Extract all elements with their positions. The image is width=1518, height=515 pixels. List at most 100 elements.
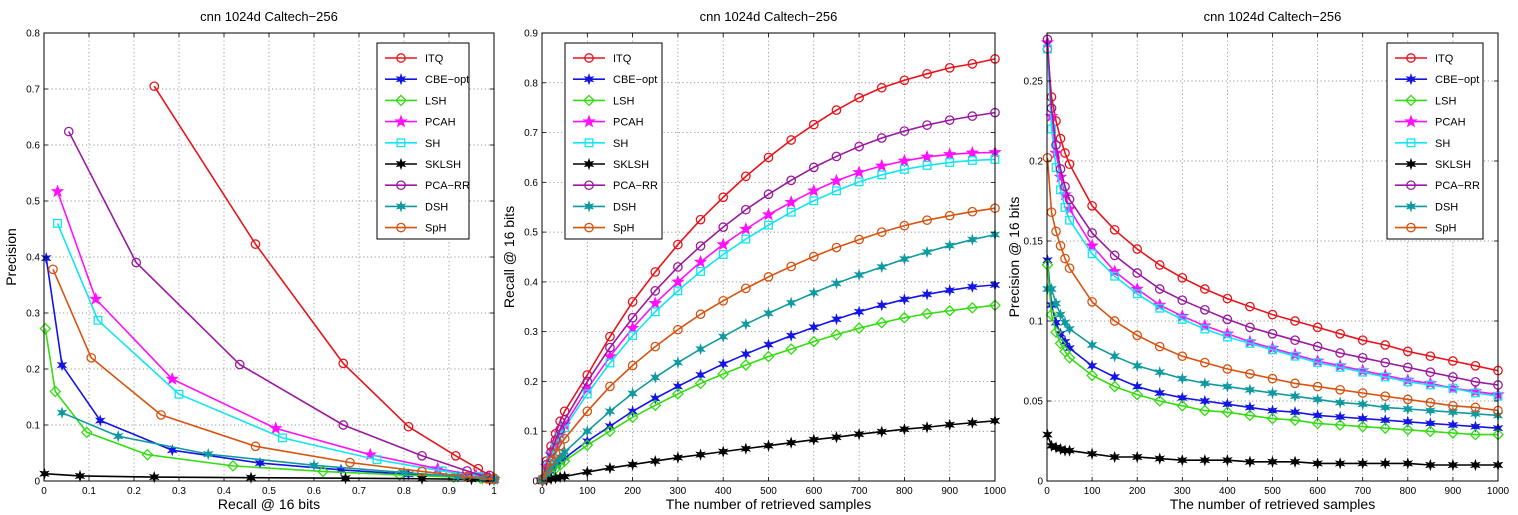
- y-tick-label: 0.2: [1029, 157, 1043, 168]
- data-point: [1334, 419, 1347, 431]
- y-tick-label: 0.05: [1024, 397, 1044, 408]
- data-point: [944, 284, 956, 297]
- x-tick-label: 0: [41, 486, 47, 497]
- series-sh: [1043, 44, 1503, 401]
- legend-marker: [584, 222, 594, 233]
- x-tick-label: 100: [1084, 486, 1101, 497]
- data-point: [967, 59, 978, 69]
- y-axis-label: Recall @ 16 bits: [501, 206, 517, 308]
- legend-entry-pca-rr: PCA−RR: [385, 180, 470, 192]
- data-point: [1245, 322, 1255, 333]
- legend-entry-lsh: LSH: [385, 94, 446, 107]
- data-point: [1109, 450, 1120, 464]
- data-point: [462, 466, 472, 476]
- data-point: [921, 421, 933, 434]
- data-point: [1312, 393, 1323, 406]
- data-point: [627, 312, 638, 323]
- y-tick-label: 0.8: [26, 29, 40, 40]
- data-point: [763, 338, 774, 351]
- chart-title: cnn 1024d Caltech−256: [200, 9, 338, 24]
- legend-entry-sklsh: SKLSH: [573, 157, 649, 171]
- legend-marker: [396, 138, 406, 148]
- data-point: [921, 307, 933, 320]
- data-point: [920, 149, 934, 163]
- legend-entry-lsh: LSH: [1395, 94, 1456, 107]
- data-point: [1199, 377, 1211, 390]
- data-point: [832, 186, 841, 196]
- data-point: [672, 380, 684, 393]
- data-point: [786, 207, 796, 217]
- data-point: [1380, 357, 1391, 368]
- legend-marker: [395, 94, 407, 107]
- data-point: [1087, 200, 1097, 211]
- series-line-itq: [1046, 48, 1499, 372]
- series-line-sph: [52, 269, 495, 481]
- x-tick-label: 0.6: [307, 486, 321, 497]
- data-point: [922, 120, 932, 130]
- data-point: [1313, 358, 1323, 368]
- series-sph: [537, 203, 1000, 485]
- legend-marker: [1405, 94, 1417, 107]
- y-tick-label: 0.8: [524, 78, 538, 89]
- x-axis-label: Recall @ 16 bits: [218, 496, 320, 512]
- data-point: [1222, 398, 1233, 411]
- y-tick-label: 0.3: [524, 327, 538, 338]
- data-point: [1154, 341, 1165, 352]
- data-point: [1051, 226, 1061, 237]
- x-tick-label: 0.9: [442, 486, 456, 497]
- data-point: [604, 461, 616, 475]
- data-point: [1290, 378, 1300, 389]
- data-point: [174, 389, 184, 399]
- legend-label: PCA−RR: [1435, 180, 1480, 192]
- x-tick-label: 200: [624, 486, 641, 497]
- data-point: [582, 406, 593, 417]
- legend-label: CBE−opt: [613, 74, 657, 86]
- x-tick-label: 400: [715, 486, 732, 497]
- y-tick-label: 0.6: [524, 178, 538, 189]
- data-point: [649, 399, 662, 412]
- data-point: [1267, 455, 1278, 468]
- data-point: [1064, 444, 1075, 457]
- data-point: [605, 342, 615, 353]
- data-point: [1402, 394, 1413, 405]
- data-point: [1047, 124, 1056, 134]
- data-point: [555, 424, 565, 435]
- data-point: [695, 241, 706, 251]
- data-point: [48, 264, 58, 275]
- legend-marker: [584, 53, 594, 63]
- data-point: [945, 157, 955, 167]
- data-point: [1379, 422, 1392, 435]
- data-point: [1087, 228, 1097, 238]
- series-line-sph: [1046, 157, 1499, 412]
- data-point: [694, 377, 707, 390]
- data-point: [740, 442, 752, 455]
- data-point: [942, 147, 957, 161]
- data-point: [1402, 457, 1414, 470]
- data-point: [808, 162, 819, 173]
- data-point: [785, 343, 798, 356]
- data-point: [852, 165, 866, 179]
- data-point: [1222, 314, 1233, 325]
- y-axis-label: Precision: [3, 228, 19, 286]
- x-tick-label: 1000: [1487, 486, 1510, 497]
- data-point: [1050, 326, 1062, 339]
- data-point: [559, 414, 570, 425]
- data-point: [1064, 194, 1075, 205]
- data-point: [1176, 399, 1189, 412]
- data-point: [740, 318, 752, 331]
- data-point: [761, 207, 776, 221]
- chart-panel-2: 0 100 200 300 400 500 600 700 800 900 1000 0 0.1 0.2 0…: [501, 9, 1007, 512]
- data-point: [450, 450, 461, 461]
- legend-label: SH: [613, 138, 628, 150]
- y-tick-label: 0.15: [1024, 237, 1044, 248]
- data-point: [854, 141, 864, 152]
- data-point: [1267, 328, 1278, 339]
- data-point: [1153, 395, 1166, 407]
- legend-entry-cbe-opt: CBE−opt: [385, 73, 469, 86]
- data-point: [786, 261, 797, 272]
- data-point: [1425, 380, 1435, 390]
- legend-label: PCAH: [613, 117, 644, 129]
- data-point: [808, 119, 819, 130]
- legend-entry-sh: SH: [385, 138, 440, 150]
